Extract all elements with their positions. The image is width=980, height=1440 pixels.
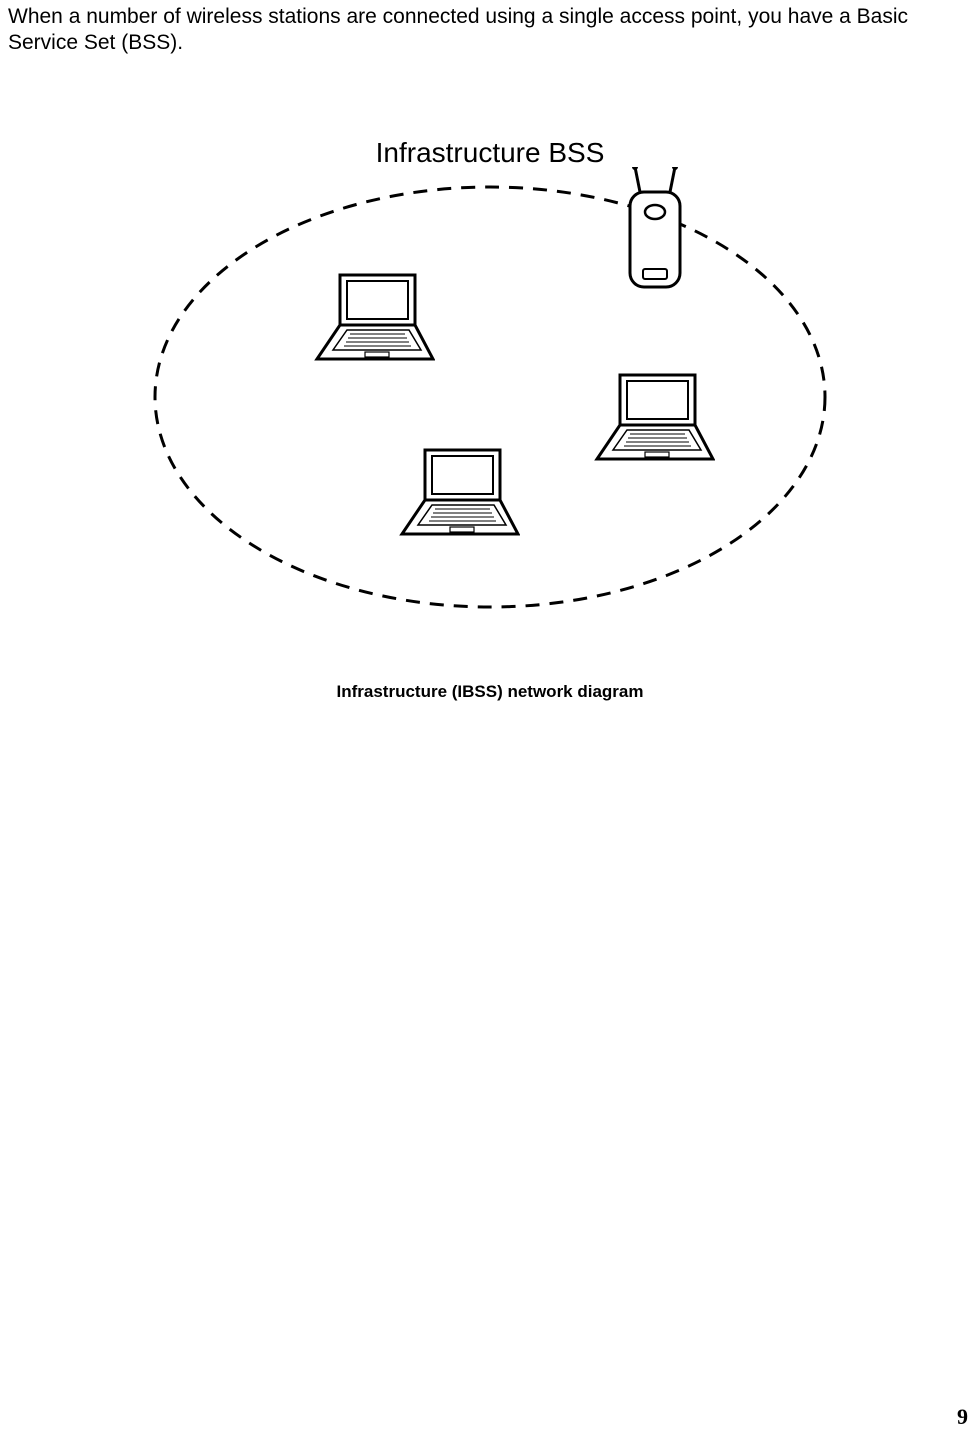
body-text: When a number of wireless stations are c… xyxy=(0,0,980,57)
laptop-icon xyxy=(390,442,520,542)
page-number: 9 xyxy=(957,1404,968,1430)
laptop-icon xyxy=(585,367,715,467)
laptop-icon xyxy=(305,267,435,367)
access-point-icon xyxy=(605,167,705,297)
diagram-title: Infrastructure BSS xyxy=(376,137,605,169)
bss-diagram: Infrastructure BSS xyxy=(115,137,865,657)
dashed-boundary xyxy=(145,177,835,617)
diagram-caption: Infrastructure (IBSS) network diagram xyxy=(336,682,643,702)
